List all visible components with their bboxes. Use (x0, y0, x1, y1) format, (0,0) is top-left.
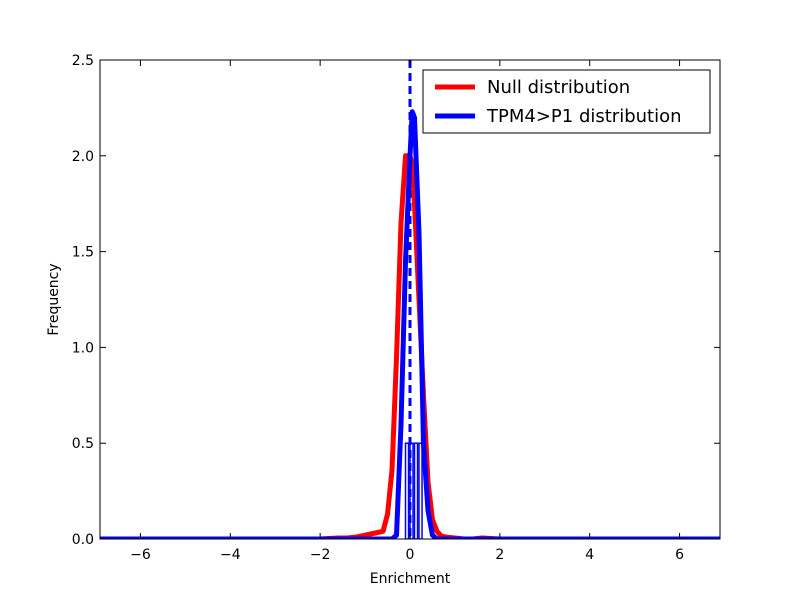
x-tick-label: −6 (130, 547, 151, 563)
y-tick-label: 2.0 (72, 149, 94, 165)
histogram-bar-0 (404, 442, 410, 539)
histogram-bar-3 (418, 442, 423, 539)
y-tick-label: 1.0 (72, 340, 94, 356)
x-axis-label: Enrichment (370, 571, 451, 587)
legend-entry: Null distribution (487, 77, 630, 98)
y-tick-label: 0.5 (72, 436, 94, 452)
x-axis-ticks: −6 −4 −2 0 2 4 6 (130, 60, 684, 563)
x-tick-label: 0 (406, 547, 415, 563)
y-tick-label: 2.5 (72, 53, 94, 69)
y-axis-ticks: 0.0 0.5 1.0 1.5 2.0 2.5 (72, 53, 720, 548)
y-axis-label: Frequency (46, 263, 62, 335)
legend-box (422, 69, 711, 134)
series-line-observed (100, 109, 720, 539)
x-tick-label: 6 (675, 547, 684, 563)
x-tick-label: 4 (585, 547, 594, 563)
x-tick-label: −4 (220, 547, 241, 563)
histogram-bar-2 (413, 442, 419, 539)
legend-entry: TPM4>P1 distribution (486, 106, 682, 127)
legend: Null distribution TPM4>P1 distribution (422, 69, 711, 134)
x-tick-label: 2 (495, 547, 504, 563)
y-tick-label: 1.5 (72, 245, 94, 261)
y-tick-label: 0.0 (72, 532, 94, 548)
x-tick-label: −2 (310, 547, 331, 563)
